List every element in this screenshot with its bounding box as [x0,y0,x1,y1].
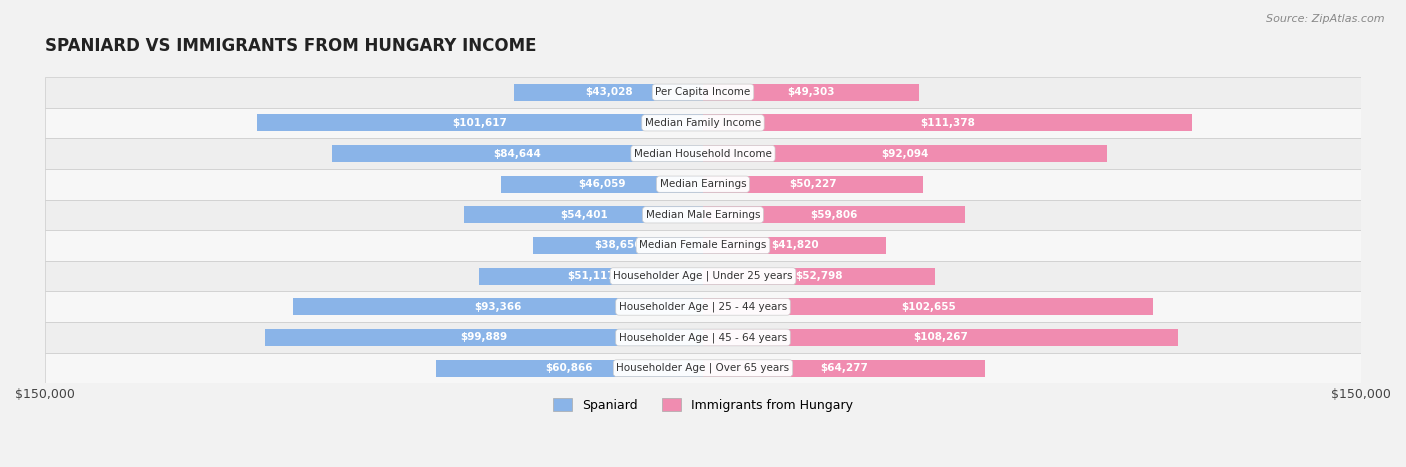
Text: Median Family Income: Median Family Income [645,118,761,128]
Bar [45,199,1361,230]
Bar [45,322,1361,353]
Bar [533,237,703,254]
Text: $64,277: $64,277 [820,363,868,373]
Bar [703,360,986,376]
Text: $102,655: $102,655 [901,302,956,312]
Text: $111,378: $111,378 [920,118,974,128]
Legend: Spaniard, Immigrants from Hungary: Spaniard, Immigrants from Hungary [548,394,858,417]
Bar [294,298,703,315]
Text: $41,820: $41,820 [770,241,818,250]
Text: $108,267: $108,267 [912,333,967,342]
Text: Median Earnings: Median Earnings [659,179,747,189]
Bar [703,329,1178,346]
Text: $51,117: $51,117 [567,271,614,281]
Bar [45,138,1361,169]
Text: $38,656: $38,656 [595,241,643,250]
Bar [703,237,886,254]
Text: Median Female Earnings: Median Female Earnings [640,241,766,250]
Text: Householder Age | 25 - 44 years: Householder Age | 25 - 44 years [619,302,787,312]
Bar [45,169,1361,199]
Text: SPANIARD VS IMMIGRANTS FROM HUNGARY INCOME: SPANIARD VS IMMIGRANTS FROM HUNGARY INCO… [45,37,537,56]
Bar [436,360,703,376]
Text: $43,028: $43,028 [585,87,633,97]
Text: $93,366: $93,366 [474,302,522,312]
Bar [332,145,703,162]
Text: $99,889: $99,889 [460,333,508,342]
Bar [479,268,703,284]
Text: Householder Age | Under 25 years: Householder Age | Under 25 years [613,271,793,282]
Text: $46,059: $46,059 [578,179,626,189]
Text: $54,401: $54,401 [560,210,607,220]
Bar [703,268,935,284]
Bar [257,114,703,131]
Text: $59,806: $59,806 [810,210,858,220]
Bar [464,206,703,223]
Bar [45,230,1361,261]
Bar [45,291,1361,322]
Text: Householder Age | 45 - 64 years: Householder Age | 45 - 64 years [619,332,787,343]
Bar [45,77,1361,107]
Text: Source: ZipAtlas.com: Source: ZipAtlas.com [1267,14,1385,24]
Bar [703,145,1107,162]
Bar [703,206,966,223]
Text: Per Capita Income: Per Capita Income [655,87,751,97]
Bar [703,84,920,100]
Text: Median Household Income: Median Household Income [634,149,772,158]
Bar [703,176,924,192]
Text: $92,094: $92,094 [882,149,929,158]
Text: $60,866: $60,866 [546,363,593,373]
Bar [45,107,1361,138]
Text: Householder Age | Over 65 years: Householder Age | Over 65 years [616,363,790,374]
Bar [264,329,703,346]
Bar [515,84,703,100]
Bar [45,261,1361,291]
Text: Median Male Earnings: Median Male Earnings [645,210,761,220]
Bar [703,298,1153,315]
Bar [501,176,703,192]
Bar [703,114,1192,131]
Bar [45,353,1361,383]
Text: $50,227: $50,227 [789,179,837,189]
Text: $52,798: $52,798 [794,271,842,281]
Text: $49,303: $49,303 [787,87,835,97]
Text: $101,617: $101,617 [453,118,508,128]
Text: $84,644: $84,644 [494,149,541,158]
